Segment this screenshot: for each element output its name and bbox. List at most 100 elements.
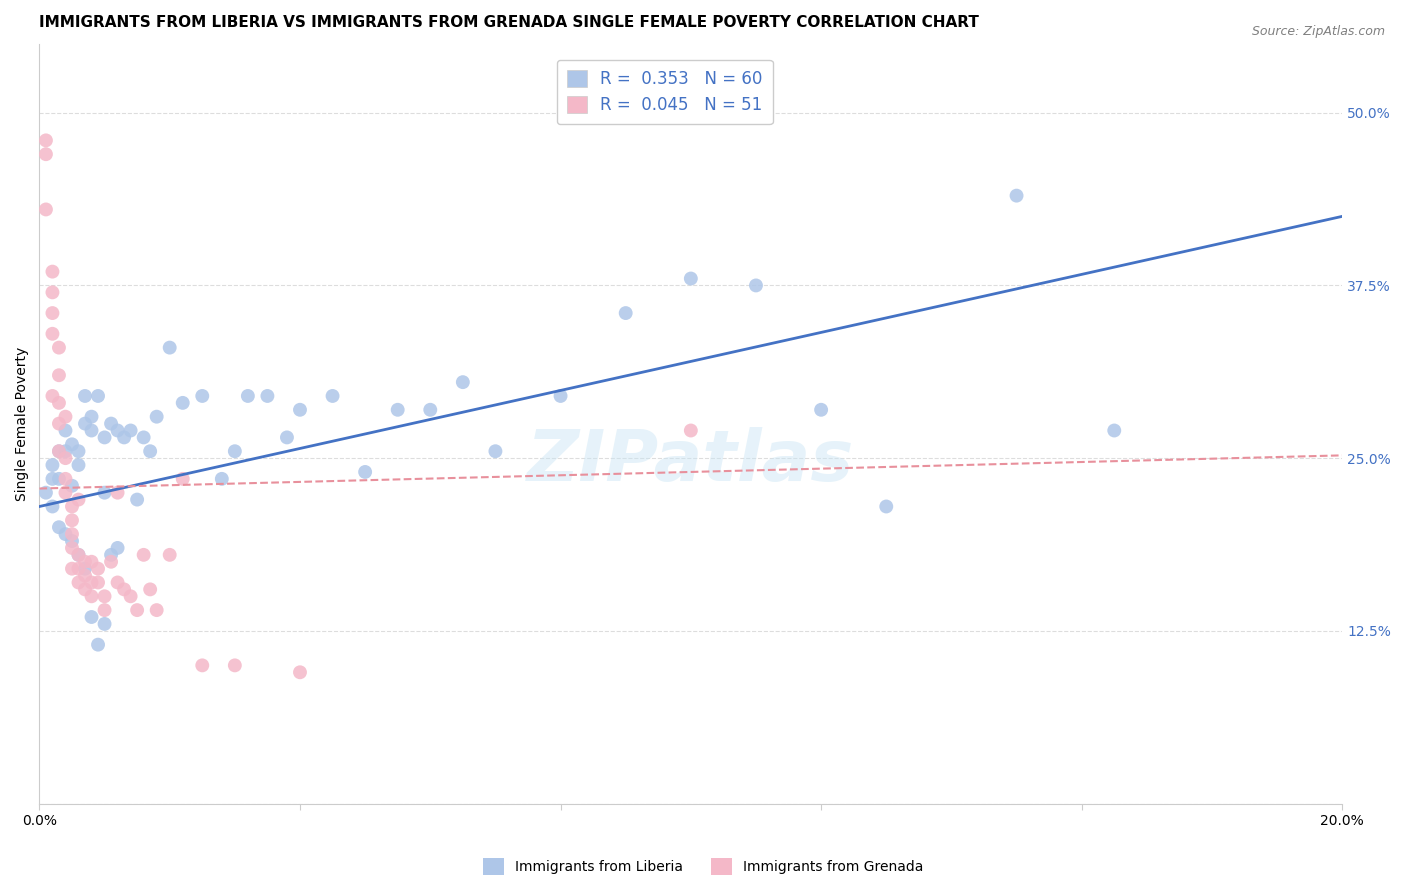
Point — [354, 465, 377, 479]
Point — [107, 485, 129, 500]
Point — [67, 492, 90, 507]
Point — [80, 610, 103, 624]
Point — [100, 555, 122, 569]
Point — [139, 582, 162, 597]
Point — [55, 424, 77, 438]
Legend: Immigrants from Liberia, Immigrants from Grenada: Immigrants from Liberia, Immigrants from… — [478, 853, 928, 880]
Point — [236, 389, 259, 403]
Point — [48, 368, 70, 383]
Point — [93, 485, 115, 500]
Point — [100, 548, 122, 562]
Point — [60, 500, 83, 514]
Point — [107, 575, 129, 590]
Point — [1005, 188, 1028, 202]
Point — [132, 430, 155, 444]
Point — [322, 389, 344, 403]
Point — [451, 375, 474, 389]
Point — [67, 548, 90, 562]
Point — [87, 638, 110, 652]
Point — [875, 500, 897, 514]
Point — [41, 472, 63, 486]
Point — [387, 402, 409, 417]
Point — [276, 430, 298, 444]
Point — [107, 424, 129, 438]
Point — [127, 603, 149, 617]
Point — [679, 271, 702, 285]
Point — [48, 472, 70, 486]
Point — [172, 472, 194, 486]
Point — [745, 278, 768, 293]
Point — [67, 562, 90, 576]
Point — [55, 444, 77, 458]
Point — [127, 492, 149, 507]
Point — [100, 417, 122, 431]
Point — [41, 285, 63, 300]
Point — [60, 562, 83, 576]
Point — [60, 479, 83, 493]
Point — [550, 389, 572, 403]
Point — [120, 424, 142, 438]
Point — [73, 555, 96, 569]
Point — [48, 520, 70, 534]
Point — [172, 396, 194, 410]
Point — [60, 534, 83, 549]
Point — [35, 147, 58, 161]
Point — [60, 513, 83, 527]
Point — [48, 444, 70, 458]
Point — [80, 589, 103, 603]
Point — [93, 603, 115, 617]
Point — [35, 485, 58, 500]
Point — [145, 409, 167, 424]
Point — [191, 389, 214, 403]
Point — [60, 527, 83, 541]
Point — [191, 658, 214, 673]
Point — [256, 389, 278, 403]
Point — [60, 541, 83, 555]
Point — [139, 444, 162, 458]
Point — [60, 437, 83, 451]
Point — [80, 575, 103, 590]
Text: ZIPatlas: ZIPatlas — [527, 427, 855, 496]
Point — [67, 575, 90, 590]
Point — [107, 541, 129, 555]
Point — [80, 409, 103, 424]
Point — [419, 402, 441, 417]
Point — [87, 575, 110, 590]
Point — [80, 555, 103, 569]
Point — [224, 658, 246, 673]
Point — [48, 444, 70, 458]
Point — [93, 616, 115, 631]
Y-axis label: Single Female Poverty: Single Female Poverty — [15, 346, 30, 500]
Point — [67, 444, 90, 458]
Point — [73, 417, 96, 431]
Point — [67, 548, 90, 562]
Text: Source: ZipAtlas.com: Source: ZipAtlas.com — [1251, 25, 1385, 38]
Text: IMMIGRANTS FROM LIBERIA VS IMMIGRANTS FROM GRENADA SINGLE FEMALE POVERTY CORRELA: IMMIGRANTS FROM LIBERIA VS IMMIGRANTS FR… — [39, 15, 980, 30]
Point — [35, 202, 58, 217]
Point — [41, 500, 63, 514]
Point — [35, 133, 58, 147]
Point — [73, 562, 96, 576]
Point — [159, 341, 181, 355]
Point — [810, 402, 832, 417]
Point — [484, 444, 506, 458]
Point — [41, 265, 63, 279]
Point — [211, 472, 233, 486]
Point — [87, 389, 110, 403]
Point — [55, 451, 77, 466]
Point — [145, 603, 167, 617]
Point — [679, 424, 702, 438]
Point — [67, 458, 90, 472]
Point — [55, 472, 77, 486]
Point — [41, 306, 63, 320]
Point — [112, 430, 135, 444]
Point — [41, 458, 63, 472]
Point — [55, 527, 77, 541]
Point — [614, 306, 637, 320]
Point — [73, 568, 96, 582]
Point — [132, 548, 155, 562]
Point — [87, 562, 110, 576]
Point — [112, 582, 135, 597]
Point — [80, 424, 103, 438]
Point — [41, 326, 63, 341]
